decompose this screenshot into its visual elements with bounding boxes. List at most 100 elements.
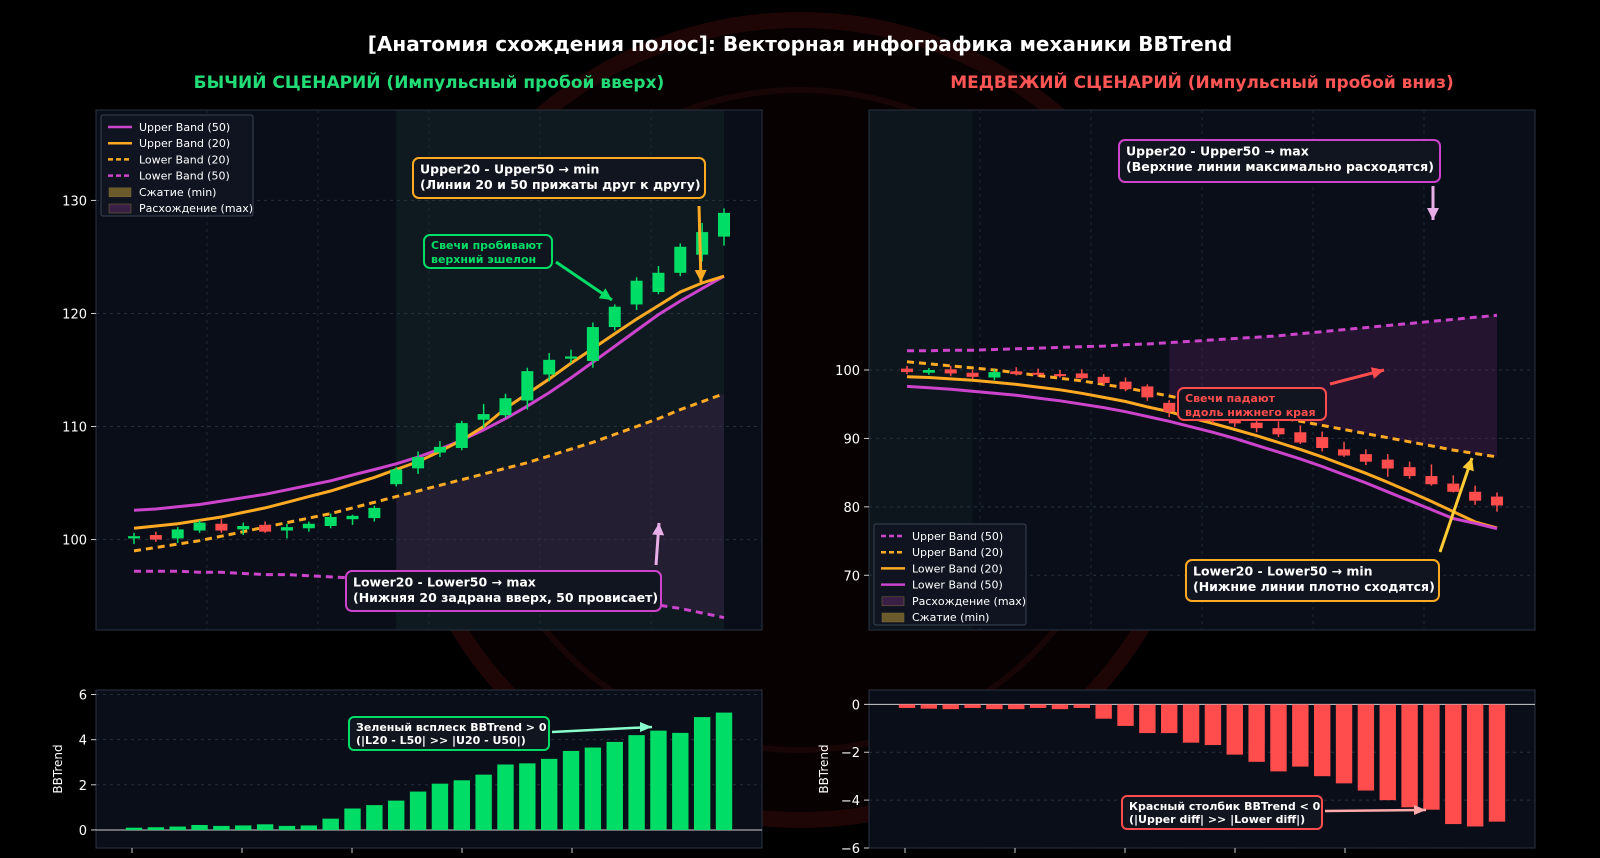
bull-annotation-text: Свечи пробивают [431, 239, 543, 252]
bear-candle-body [1228, 419, 1241, 424]
bull-candle-body [455, 423, 468, 448]
bear-candle-body [944, 369, 957, 374]
bull-hist-bar [693, 717, 711, 830]
bear-candle-body [1053, 374, 1066, 377]
bull-candle [215, 519, 228, 533]
bull-candle-body [171, 529, 184, 539]
bull-hist-bar [606, 741, 623, 830]
bear-candle-body [988, 372, 1001, 378]
bear-annotation-arrowhead [1427, 208, 1439, 220]
bear-hist-bar [1445, 704, 1462, 825]
bear-legend-label: Upper Band (20) [912, 546, 1003, 559]
bear-candle-body [1097, 376, 1110, 383]
bear-candle [1381, 454, 1394, 477]
bear-candle [1469, 485, 1482, 505]
bear-candle [1010, 367, 1023, 376]
bull-legend-label: Расхождение (max) [139, 202, 253, 215]
bull-candle [390, 467, 403, 487]
bull-divergence-area [396, 393, 724, 618]
bull-candle-body [499, 398, 512, 416]
bear-band-lower50 [906, 384, 1498, 531]
bear-hist-annotation-text: Красный столбик BBTrend < 0 [1129, 800, 1321, 813]
bull-legend-label: Lower Band (20) [139, 153, 230, 166]
bull-candle-body [543, 359, 556, 375]
bear-hist-ytick-label: −4 [841, 794, 860, 809]
bear-candle [1075, 369, 1088, 380]
bull-candle-body [302, 523, 315, 529]
bear-annotation-text: (Нижние линии плотно сходятся) [1193, 579, 1435, 594]
bear-candle [1316, 431, 1329, 452]
bull-legend-swatch [108, 187, 132, 198]
bear-hist-bar [986, 704, 1003, 710]
bull-annotation-a3: Lower20 - Lower50 → max(Нижняя 20 задран… [345, 522, 665, 612]
bull-ytick-label: 120 [62, 307, 87, 322]
bear-hist-bar [1095, 704, 1112, 719]
bear-hist-annotation-box [1121, 795, 1323, 830]
bear-hist-bar [1008, 704, 1025, 710]
bear-candle [1403, 461, 1416, 479]
bear-price-panel: 70 80 90 100 Upper Band (50) Upper Band (20) L… [835, 109, 1536, 631]
bear-candle [1141, 384, 1154, 401]
bear-hist-bar [1073, 704, 1091, 708]
bull-annotation-arrowhead [652, 523, 665, 536]
bull-candle-body [608, 306, 621, 328]
bear-hist-bar [964, 704, 981, 708]
bear-candle-body [1141, 386, 1154, 398]
bull-hist-ytick-label: 0 [79, 824, 87, 839]
bear-annotation-text: Upper20 - Upper50 → max [1126, 144, 1309, 159]
bear-hist-bar [1401, 704, 1418, 808]
bull-hist-bar [344, 808, 361, 830]
bull-candle-body [390, 469, 403, 485]
bull-annotation-a1: Upper20 - Upper50 → min(Линии 20 и 50 пр… [412, 157, 707, 283]
bear-candle-body [1359, 454, 1372, 462]
bull-candles [127, 208, 731, 545]
bull-candle-body [149, 535, 162, 540]
bear-candle-body [1119, 381, 1132, 390]
bull-chart-title: БЫЧИЙ СЦЕНАРИЙ (Импульсный пробой вверх) [193, 73, 665, 93]
bull-candle-body [280, 527, 293, 531]
bull-hist-ylabel: BBTrend [51, 744, 65, 793]
bull-hist-ytick-label: 2 [79, 779, 87, 794]
bull-candle [259, 521, 272, 533]
bull-candle-body [412, 457, 425, 469]
bear-hist-bar [1029, 704, 1047, 708]
bull-legend-label: Сжатие (min) [139, 186, 216, 199]
bull-candle [608, 304, 621, 331]
bear-annotation-box [1118, 139, 1441, 183]
bull-candle [455, 420, 468, 451]
bull-candle [652, 266, 665, 295]
bull-candle-body [215, 523, 228, 531]
bull-hist-bar [300, 825, 318, 830]
bull-hist-bar [562, 750, 580, 830]
bear-annotation-box [1177, 387, 1327, 421]
bull-candle [302, 521, 315, 532]
bear-ytick-label: 70 [843, 569, 860, 584]
bull-hist-bar [453, 780, 470, 830]
bull-hist-bar [235, 825, 252, 830]
bear-candle-body [1075, 373, 1088, 379]
bear-hist-bar [1226, 704, 1243, 755]
bear-candle [1032, 368, 1045, 377]
bull-candle [280, 523, 293, 539]
bull-candle-body [237, 526, 250, 530]
bull-hist-bar [628, 735, 645, 830]
bull-hist-ytick-label: 6 [79, 689, 87, 704]
bear-candle-body [1403, 467, 1416, 477]
bear-annotation-arrowhead [1370, 367, 1384, 379]
bull-candle-body [696, 232, 709, 255]
bull-candle [149, 531, 162, 542]
bear-legend-label: Расхождение (max) [912, 595, 1026, 608]
bear-hist-bar [920, 704, 938, 709]
bull-hist-bar [650, 730, 667, 830]
bull-annotation-arrow [697, 205, 703, 283]
bear-hist-bar [1182, 704, 1200, 743]
bear-legend-swatch [881, 612, 905, 623]
bear-candle [1359, 449, 1372, 466]
bear-candle-body [1250, 422, 1263, 429]
bear-candle [1097, 374, 1110, 386]
bull-candle [193, 520, 206, 533]
bull-candle-body [433, 446, 446, 453]
bull-hist-bar [278, 825, 296, 830]
bull-candle [368, 505, 381, 522]
